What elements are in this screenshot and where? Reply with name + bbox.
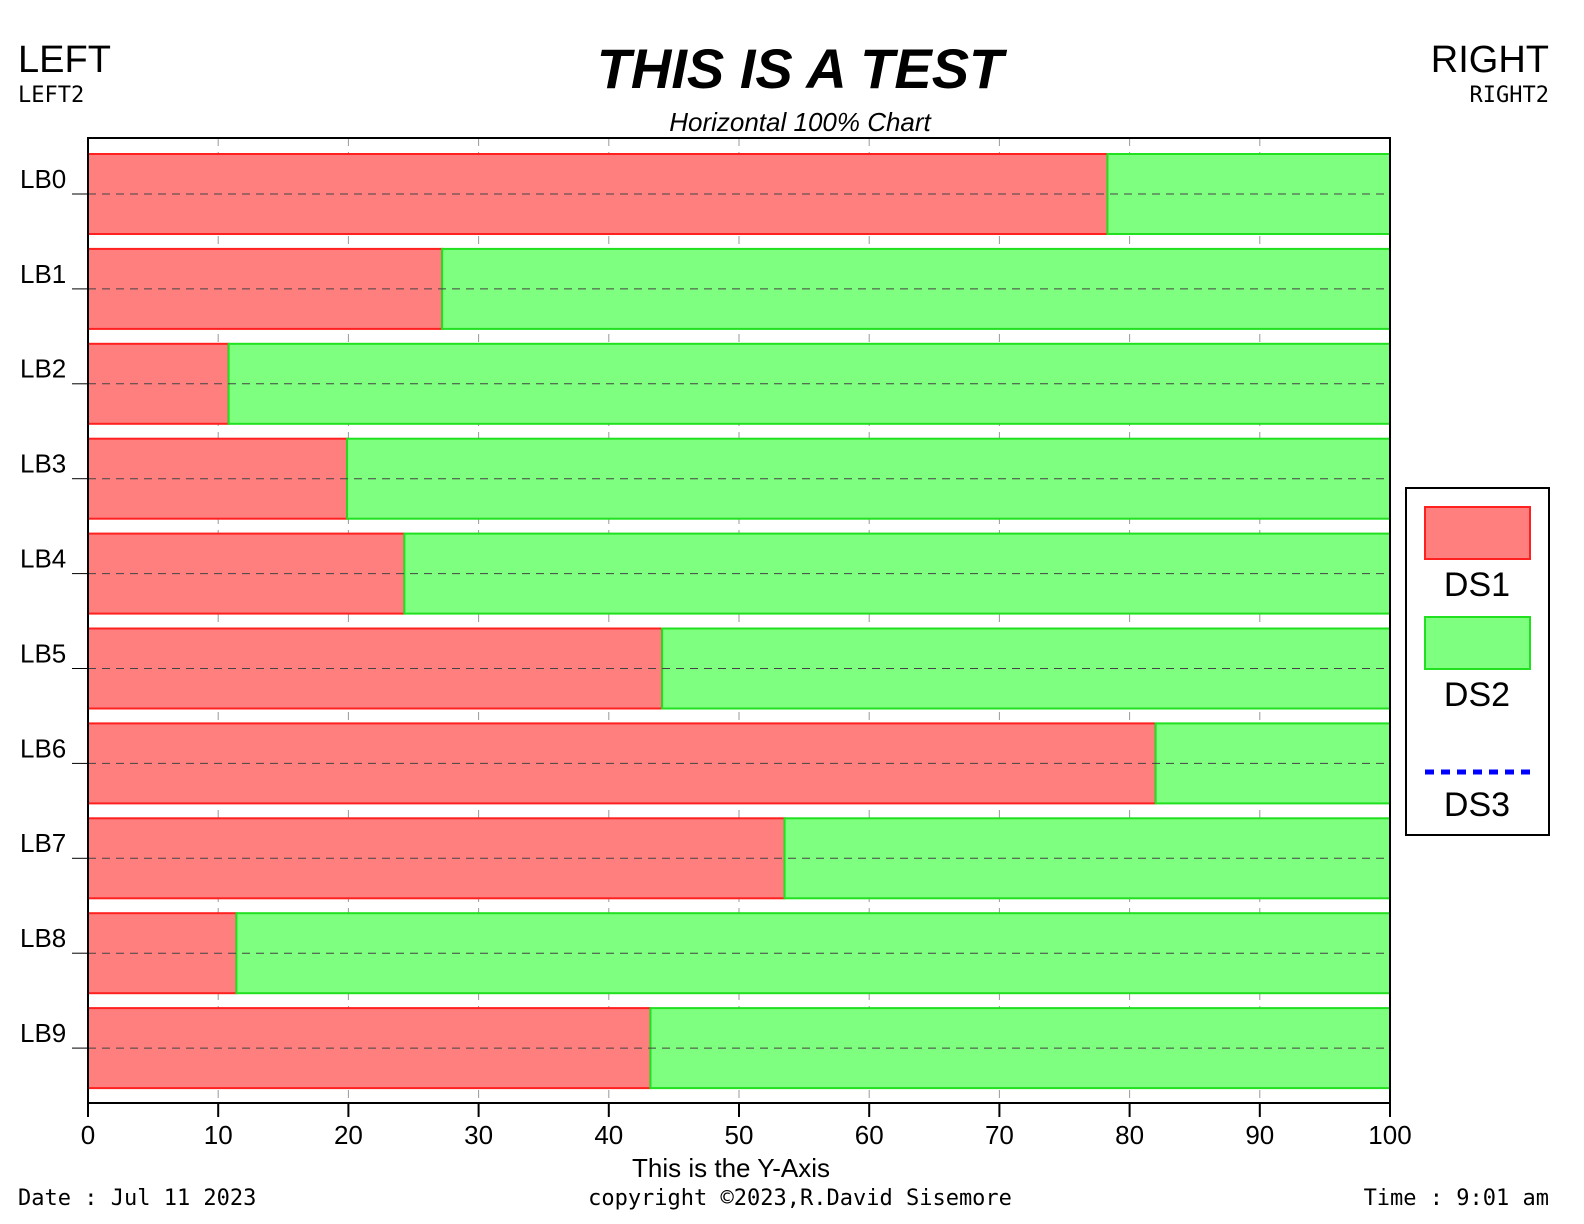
bar-segment [1106,153,1391,235]
x-tick-label: 100 [1368,1120,1411,1150]
x-tick-label: 60 [855,1120,884,1150]
y-tick-label: LB5 [20,638,66,668]
x-tick-label: 50 [725,1120,754,1150]
x-tick-label: 80 [1115,1120,1144,1150]
y-tick-label: LB4 [20,543,66,573]
right2-label: RIGHT2 [1470,83,1549,108]
x-tick-label: 20 [334,1120,363,1150]
footer-date: Date : Jul 11 2023 [18,1186,256,1211]
y-tick-label: LB2 [20,354,66,384]
x-tick-label: 90 [1245,1120,1274,1150]
x-tick-label: 70 [985,1120,1014,1150]
left-label: LEFT [18,39,111,81]
y-tick-label: LB9 [20,1018,66,1048]
x-tick-label: 0 [81,1120,95,1150]
y-tick-label: LB6 [20,733,66,763]
bar-segment [346,437,1391,520]
footer-time: Time : 9:01 am [1364,1186,1549,1211]
y-tick-label: LB8 [20,923,66,953]
y-tick-label: LB1 [20,259,66,289]
y-tick-label: LB3 [20,449,66,479]
legend-label: DS1 [1444,566,1510,604]
legend-label: DS3 [1444,786,1510,824]
bar-segment [235,912,1392,995]
y-tick-label: LB7 [20,828,66,858]
x-tick-label: 30 [464,1120,493,1150]
legend-swatch [1424,616,1531,670]
chart-title: THIS IS A TEST [597,37,1008,100]
legend-label: DS2 [1444,676,1510,714]
footer-copyright: copyright ©2023,R.David Sisemore [588,1186,1012,1211]
right-label: RIGHT [1431,39,1549,81]
x-tick-label: 40 [594,1120,623,1150]
legend-swatch [1424,506,1531,560]
y-tick-label: LB0 [20,164,66,194]
left2-label: LEFT2 [18,83,84,108]
chart-subtitle: Horizontal 100% Chart [669,107,932,137]
x-axis-title: This is the Y-Axis [632,1153,830,1183]
x-tick-label: 10 [204,1120,233,1150]
